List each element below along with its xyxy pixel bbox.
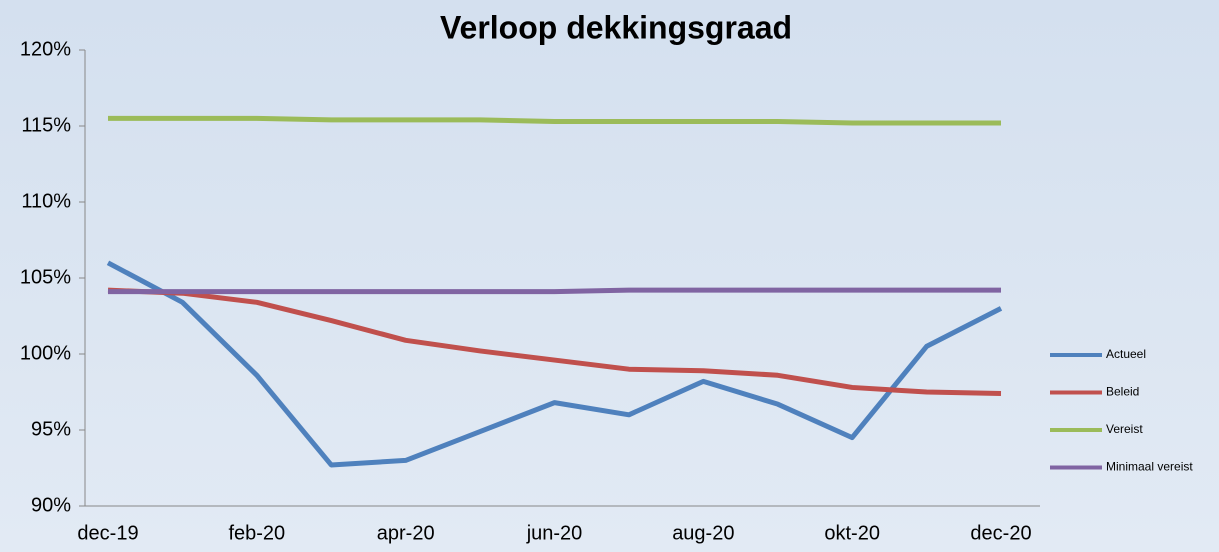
y-tick-label: 95% bbox=[31, 418, 71, 440]
y-tick-label: 100% bbox=[20, 342, 71, 364]
x-tick-label: apr-20 bbox=[377, 522, 435, 544]
legend-label: Actueel bbox=[1106, 347, 1146, 361]
y-tick-label: 90% bbox=[31, 494, 71, 516]
x-tick-label: aug-20 bbox=[672, 522, 734, 544]
y-tick-label: 115% bbox=[21, 114, 71, 136]
y-tick-label: 105% bbox=[20, 266, 71, 288]
x-tick-label: feb-20 bbox=[228, 522, 285, 544]
y-tick-label: 110% bbox=[21, 190, 71, 212]
series-line bbox=[108, 287, 1001, 295]
x-tick-label: jun-20 bbox=[526, 522, 583, 544]
y-tick-label: 120% bbox=[20, 38, 71, 60]
x-tick-label: okt-20 bbox=[824, 522, 880, 544]
series-line bbox=[108, 115, 1001, 126]
x-tick-label: dec-20 bbox=[970, 522, 1031, 544]
legend-label: Minimaal vereist bbox=[1106, 460, 1193, 474]
series-line bbox=[106, 260, 1003, 468]
legend-label: Vereist bbox=[1106, 422, 1143, 436]
x-tick-label: dec-19 bbox=[77, 522, 138, 544]
series-line bbox=[107, 287, 1002, 397]
legend-label: Beleid bbox=[1106, 385, 1139, 399]
chart-title: Verloop dekkingsgraad bbox=[440, 9, 792, 45]
